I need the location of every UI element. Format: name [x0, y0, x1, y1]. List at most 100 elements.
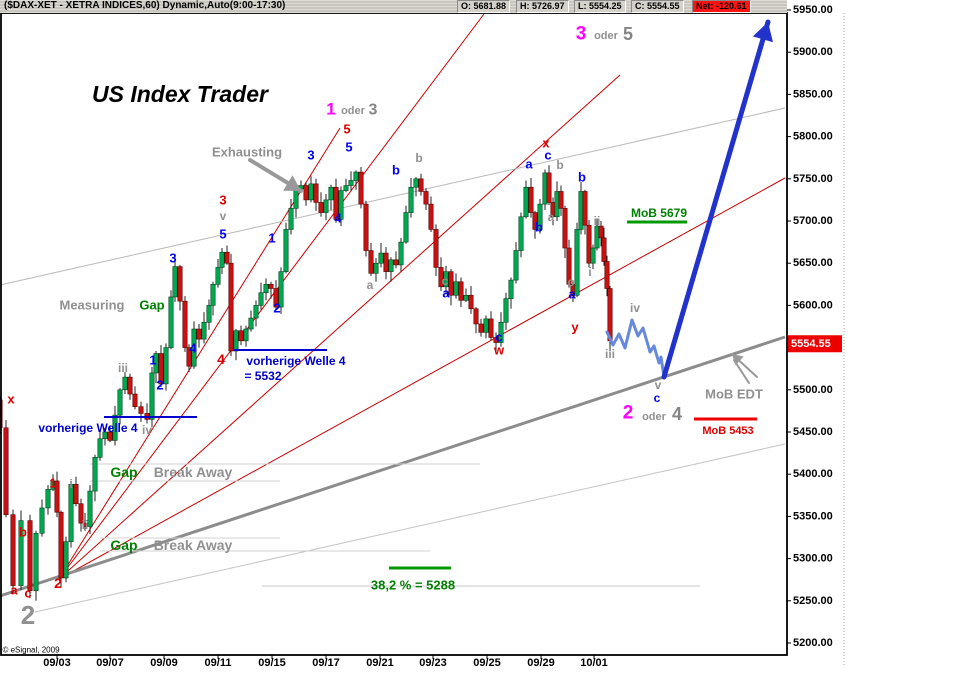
candlestick — [10, 514, 16, 586]
chart-annotation: a — [442, 286, 450, 301]
candlestick — [224, 251, 230, 264]
chart-annotation: v — [220, 209, 227, 223]
candlestick — [206, 305, 212, 323]
candlestick — [598, 225, 604, 239]
chart-annotation: i — [69, 477, 72, 491]
chart-annotation: Measuring — [59, 298, 124, 313]
chart-annotation: ii — [594, 214, 601, 228]
chart-annotation: Gap — [139, 298, 164, 313]
candlestick — [122, 376, 128, 391]
candlestick — [448, 271, 454, 296]
candlestick — [546, 172, 552, 203]
chart-annotation: 2 — [273, 301, 280, 316]
chart-annotation: 1 — [49, 476, 56, 491]
candlestick — [398, 241, 404, 266]
price-axis-label: 5300.00 — [793, 553, 833, 565]
exhausting-arrow-head — [283, 175, 301, 191]
candlestick — [303, 185, 309, 201]
chart-annotation: c — [544, 148, 551, 163]
date-axis-label: 09/03 — [43, 657, 71, 669]
chart-annotation: w — [493, 343, 505, 358]
chart-annotation: US Index Trader — [92, 81, 269, 107]
candlestick — [443, 271, 449, 288]
chart-annotation: vorherige Welle 4 — [38, 421, 137, 435]
candlestick — [438, 267, 444, 288]
chart-annotation: iii — [118, 361, 128, 375]
candlestick — [158, 353, 164, 385]
chart-annotation: © eSignal, 2009 — [2, 646, 60, 655]
close-value: C: 5554.55 — [631, 0, 684, 13]
chart-annotation: = 5532 — [244, 369, 281, 383]
chart-annotation: i — [588, 265, 591, 279]
candlestick — [168, 296, 174, 348]
chart-annotation: a — [525, 157, 533, 172]
candlestick — [413, 178, 419, 188]
candlestick — [273, 288, 279, 308]
chart-annotation: 4 — [672, 404, 682, 424]
chart-annotation: 1 — [268, 231, 275, 246]
price-axis-label: 5900.00 — [793, 46, 833, 58]
candlestick — [586, 224, 592, 264]
chart-annotation: Break Away — [154, 537, 233, 553]
candlestick — [463, 294, 469, 301]
candlestick — [393, 259, 399, 266]
plot-frame — [0, 12, 788, 656]
candlestick — [283, 229, 289, 272]
price-axis-label: 5500.00 — [793, 384, 833, 396]
chart-annotation: a — [367, 278, 374, 292]
candlestick — [433, 229, 439, 268]
candlestick — [107, 431, 113, 441]
candlestick — [102, 431, 108, 440]
candlestick — [233, 330, 239, 352]
candlestick — [523, 186, 529, 218]
mob-edt-arrow-tail — [733, 359, 750, 384]
candlestick — [343, 185, 349, 191]
mob-edt-trendline — [0, 335, 786, 598]
candlestick — [278, 271, 284, 308]
chart-annotation: MoB 5679 — [631, 206, 687, 220]
red-fan-line-3 — [58, 74, 621, 580]
candlestick — [68, 484, 74, 543]
chart-annotation: Exhausting — [212, 145, 282, 160]
chart-annotation: 3 — [169, 251, 176, 266]
candlestick — [488, 318, 494, 338]
candlestick — [138, 406, 144, 414]
chart-annotation: oder — [594, 30, 619, 42]
chart-annotation: 3 — [307, 148, 314, 163]
projection-arrow-up — [661, 19, 771, 380]
candlestick — [323, 199, 329, 213]
candlestick — [590, 247, 596, 264]
candlestick — [293, 188, 299, 209]
candlestick — [196, 328, 202, 340]
chart-annotation: b — [415, 151, 422, 165]
chart-annotation: c — [568, 275, 575, 289]
candlestick — [263, 283, 269, 294]
candlestick — [253, 305, 259, 319]
chart-annotation: 2 — [21, 600, 35, 630]
candlestick — [186, 347, 192, 367]
candlestick — [313, 183, 319, 203]
price-axis-label: 5700.00 — [793, 215, 833, 227]
candlestick — [82, 522, 88, 527]
candlestick — [428, 203, 434, 230]
chart-annotation: c — [495, 330, 502, 345]
candlestick — [353, 171, 359, 181]
candlestick — [582, 191, 588, 226]
red-fan-line-4 — [58, 177, 786, 580]
candlestick — [127, 376, 133, 395]
price-axis-label: 5950.00 — [793, 4, 833, 16]
candlestick — [177, 266, 183, 302]
candlestick — [537, 203, 543, 230]
candlestick — [518, 216, 524, 251]
candlestick — [63, 541, 69, 579]
date-axis-label: 09/11 — [205, 657, 232, 669]
candlestick — [92, 457, 98, 492]
price-axis-label: 5450.00 — [793, 426, 833, 438]
chart-annotation: y — [571, 320, 579, 335]
candlestick — [258, 292, 264, 306]
candlestick — [27, 520, 33, 591]
date-axis-label: 09/09 — [150, 657, 178, 669]
chart-annotation: b — [535, 220, 543, 235]
